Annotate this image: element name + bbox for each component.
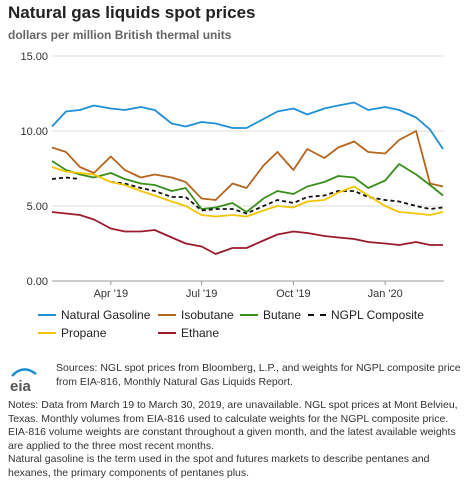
series-lines (51, 101, 444, 255)
legend-label: Isobutane (181, 308, 234, 322)
series-line-propane (51, 166, 444, 218)
chart-subtitle: dollars per million British thermal unit… (8, 28, 232, 42)
x-tick-label: Jul '19 (186, 288, 217, 300)
source-note: Sources: NGL spot prices from Bloomberg,… (56, 362, 461, 388)
legend-swatch (308, 314, 326, 316)
legend-swatch (158, 314, 176, 316)
eia-logo-text: eia (10, 378, 32, 395)
legend-item-butane: Butane (240, 308, 308, 322)
legend-label: Natural Gasoline (61, 308, 151, 322)
x-tick-label: Jan '20 (368, 288, 403, 300)
notes-paragraph-1: Notes: Data from March 19 to March 30, 2… (8, 399, 458, 452)
series-line-ngpl-composite (51, 176, 444, 215)
legend-item-ethane: Ethane (158, 326, 219, 340)
y-tick-label: 0.00 (27, 276, 48, 288)
legend-swatch (158, 332, 176, 334)
legend-item-natural-gasoline: Natural Gasoline (38, 308, 158, 322)
legend-swatch (38, 332, 56, 334)
notes: Notes: Data from March 19 to March 30, 2… (8, 399, 462, 480)
series-line-natural-gasoline (51, 101, 444, 150)
chart-title: Natural gas liquids spot prices (8, 3, 256, 22)
x-tick-label: Oct '19 (276, 288, 311, 300)
legend-label: NGPL Composite (331, 308, 424, 322)
eia-logo-arc (11, 368, 37, 377)
x-axis-ticks: Apr '19 Jul '19 Oct '19 Jan '20 (94, 281, 403, 300)
legend-swatch (38, 314, 56, 316)
y-axis-ticks: 0.00 5.00 10.00 15.00 (20, 51, 48, 288)
legend-label: Butane (263, 308, 302, 322)
legend-item-isobutane: Isobutane (158, 308, 240, 322)
y-tick-label: 5.00 (27, 201, 48, 213)
legend-label: Ethane (181, 326, 220, 340)
legend-item-ngpl-composite: NGPL Composite (308, 308, 424, 322)
notes-paragraph-2: Natural gasoline is the term used in the… (8, 453, 430, 479)
y-tick-label: 10.00 (20, 126, 48, 138)
legend-swatch (240, 314, 258, 316)
legend-label: Propane (61, 326, 107, 340)
series-line-ethane (51, 211, 443, 255)
x-tick-label: Apr '19 (94, 288, 129, 300)
gridlines (52, 55, 444, 282)
eia-logo-icon: eia (10, 368, 37, 395)
legend-item-propane: Propane (38, 326, 158, 340)
series-line-isobutane (51, 130, 444, 201)
y-tick-label: 15.00 (20, 51, 48, 63)
legend: Natural Gasoline Isobutane Butane NGPL C… (38, 306, 438, 342)
series-line-butane (51, 160, 444, 213)
line-chart: 0.00 5.00 10.00 15.00 Apr '19 Jul '19 Oct '19… (20, 51, 444, 300)
